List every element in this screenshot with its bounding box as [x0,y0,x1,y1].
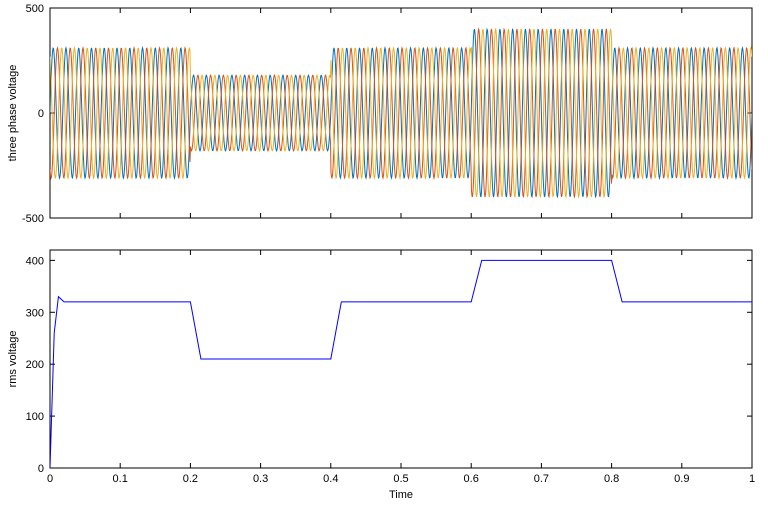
svg-text:100: 100 [26,411,44,423]
svg-text:-500: -500 [22,213,44,225]
svg-text:0.4: 0.4 [323,473,338,485]
svg-text:0.3: 0.3 [253,473,268,485]
svg-text:0: 0 [38,108,44,120]
svg-text:0.2: 0.2 [183,473,198,485]
svg-text:rms voltage: rms voltage [7,331,19,388]
svg-text:0.7: 0.7 [534,473,549,485]
svg-text:300: 300 [26,307,44,319]
svg-text:0.1: 0.1 [113,473,128,485]
svg-text:500: 500 [26,3,44,15]
svg-text:1: 1 [749,473,755,485]
svg-text:200: 200 [26,359,44,371]
svg-text:0: 0 [47,473,53,485]
svg-text:0.5: 0.5 [393,473,408,485]
svg-text:0.6: 0.6 [464,473,479,485]
svg-text:0.8: 0.8 [604,473,619,485]
svg-text:0.9: 0.9 [674,473,689,485]
figure-svg: -500 0 500 three phase voltage 0 100 200 300 400… [0,0,768,509]
figure-container: -500 0 500 three phase voltage 0 100 200 300 400… [0,0,768,509]
svg-text:Time: Time [389,489,413,501]
svg-text:400: 400 [26,255,44,267]
svg-text:0: 0 [38,463,44,475]
svg-text:three phase voltage: three phase voltage [7,65,19,162]
